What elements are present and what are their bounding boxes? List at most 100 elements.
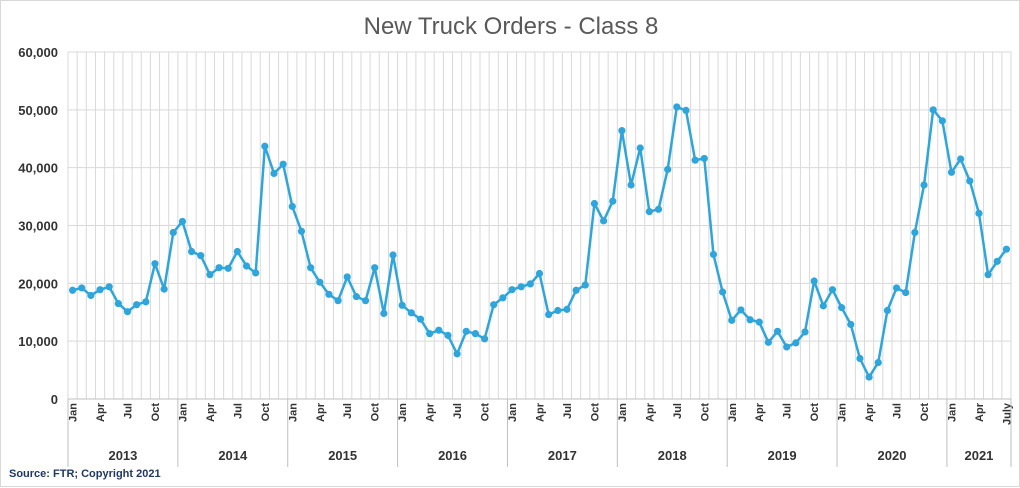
data-point <box>645 208 653 216</box>
x-year-label: 2021 <box>964 448 993 463</box>
x-month-label: Apr <box>864 402 876 422</box>
data-point <box>627 181 635 189</box>
source-note: Source: FTR; Copyright 2021 <box>9 468 161 480</box>
x-month-label: Apr <box>205 402 217 422</box>
x-month-label: Jan <box>287 403 299 422</box>
x-year-label: 2019 <box>768 448 797 463</box>
data-point <box>847 320 855 328</box>
data-point <box>343 273 351 281</box>
data-point <box>535 269 544 278</box>
data-point <box>187 247 196 256</box>
data-point <box>270 169 278 178</box>
data-point <box>261 142 269 150</box>
x-month-label: Oct <box>589 403 601 422</box>
data-point <box>545 310 553 319</box>
data-point <box>288 202 296 211</box>
data-point <box>819 302 827 310</box>
data-point <box>746 316 754 324</box>
data-point <box>435 326 443 334</box>
data-point <box>563 305 571 313</box>
x-month-label: Jul <box>232 403 244 419</box>
x-month-label: July <box>1001 402 1013 425</box>
data-point <box>526 280 534 288</box>
x-month-label: Jul <box>452 403 464 419</box>
x-month-label: Oct <box>260 403 272 422</box>
x-month-label: Oct <box>150 403 162 422</box>
data-point <box>929 106 937 114</box>
data-point <box>554 306 562 315</box>
data-point <box>316 278 324 286</box>
y-tick-label: 40,000 <box>18 161 58 176</box>
data-point <box>178 217 187 226</box>
x-month-label: Jan <box>617 403 629 422</box>
data-point <box>297 227 306 235</box>
data-point <box>682 106 690 115</box>
data-point <box>160 285 168 293</box>
y-tick-label: 20,000 <box>18 276 58 291</box>
data-point <box>407 309 415 317</box>
data-point <box>700 154 708 163</box>
x-month-label: Jan <box>507 403 519 422</box>
data-point <box>654 205 663 213</box>
data-point <box>123 308 132 316</box>
data-point <box>838 304 846 312</box>
data-point <box>1002 245 1011 253</box>
data-point <box>764 338 772 346</box>
data-point <box>609 197 617 205</box>
data-point <box>352 293 360 301</box>
data-point <box>380 309 388 318</box>
data-point <box>737 306 745 314</box>
data-point <box>480 335 489 343</box>
x-month-label: Oct <box>370 403 382 422</box>
x-month-label: Jul <box>123 403 135 419</box>
series-line <box>72 105 1008 379</box>
y-tick-label: 10,000 <box>18 334 58 349</box>
x-month-label: Oct <box>699 403 711 422</box>
y-tick-label: 30,000 <box>18 219 58 234</box>
y-tick-label: 60,000 <box>18 45 58 60</box>
data-point <box>728 316 736 324</box>
x-month-label: Jan <box>397 403 409 422</box>
x-year-label: 2013 <box>108 448 137 463</box>
data-point <box>114 299 122 308</box>
data-point <box>426 330 434 338</box>
x-year-label: 2017 <box>548 448 577 463</box>
x-month-label: Apr <box>974 402 986 422</box>
data-point <box>966 177 974 185</box>
data-point <box>444 331 452 339</box>
data-point <box>938 117 946 125</box>
data-point <box>499 294 507 302</box>
data-point <box>169 228 177 237</box>
data-point <box>68 286 77 294</box>
data-point <box>325 290 333 298</box>
data-point <box>361 297 370 305</box>
chart-title: New Truck Orders - Class 8 <box>363 13 659 40</box>
x-month-label: Apr <box>644 402 656 422</box>
data-point <box>801 328 809 336</box>
data-point <box>920 181 928 189</box>
x-month-label: Apr <box>315 402 327 422</box>
data-point <box>133 301 141 309</box>
data-point <box>389 251 397 259</box>
data-point <box>810 277 818 285</box>
data-point <box>984 271 992 279</box>
data-point <box>883 306 892 315</box>
data-point <box>206 271 214 279</box>
data-point <box>599 217 608 225</box>
data-point <box>398 301 406 309</box>
data-point <box>215 264 223 272</box>
data-point <box>636 144 644 152</box>
x-month-label: Jul <box>672 403 684 419</box>
data-point <box>975 209 983 217</box>
data-point <box>691 156 699 164</box>
x-month-label: Jan <box>946 403 958 422</box>
data-point <box>618 127 626 135</box>
x-year-label: 2020 <box>878 448 907 463</box>
x-month-label: Jul <box>342 403 354 419</box>
data-point <box>279 160 287 168</box>
data-point <box>105 283 113 291</box>
x-year-label: 2018 <box>658 448 687 463</box>
data-point <box>783 343 791 351</box>
